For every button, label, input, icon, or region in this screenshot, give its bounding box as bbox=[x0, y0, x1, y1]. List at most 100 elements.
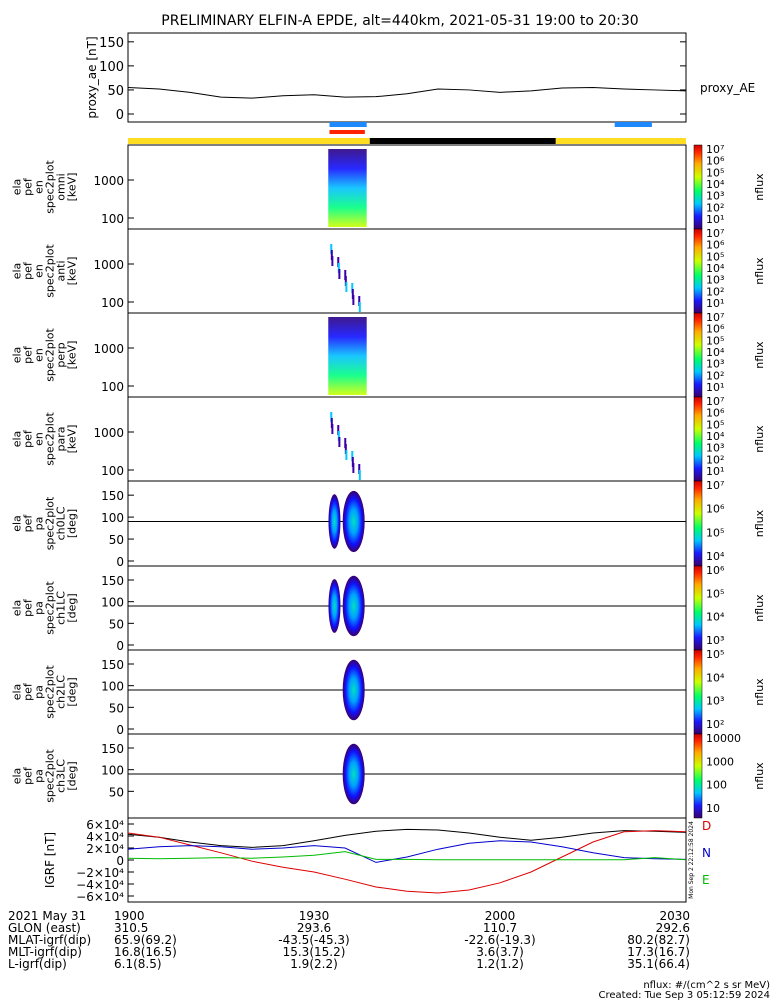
colorbar-label: nflux bbox=[753, 594, 766, 622]
panel-frame bbox=[127, 144, 687, 230]
ytick-label: 1000 bbox=[93, 342, 124, 356]
ytick-label: 100 bbox=[101, 380, 124, 394]
colorbar-tick-label: 10³ bbox=[706, 358, 724, 371]
igrf-legend-item: D bbox=[702, 819, 711, 833]
spectrogram-pixel bbox=[337, 263, 340, 273]
colorbar bbox=[693, 312, 703, 398]
footer-cell: 2000 bbox=[485, 909, 516, 923]
spectrogram-pixel bbox=[344, 444, 347, 454]
orbit-bar-segment bbox=[128, 138, 370, 144]
footer-cell: 1900 bbox=[114, 909, 145, 923]
ylabel-line: [keV] bbox=[66, 257, 79, 286]
colorbar-tick-label: 10¹ bbox=[706, 465, 724, 478]
colorbar-tick-label: 10² bbox=[706, 285, 724, 298]
ytick-label: 100 bbox=[101, 212, 124, 226]
pitch-angle-panel: 150 100 50 elapefpaspec2plotch3LC[deg] 10000… bbox=[11, 732, 766, 819]
colorbar-tick-label: 10² bbox=[706, 718, 724, 731]
proxy-ytick-label: 150 bbox=[99, 36, 124, 51]
colorbar-tick-label: 10⁶ bbox=[706, 407, 725, 420]
panel-ylabel: elapefpaspec2plotch3LC[deg] bbox=[11, 749, 79, 803]
colorbar-tick-label: 100 bbox=[706, 779, 727, 792]
colorbar-label: nflux bbox=[753, 341, 766, 369]
igrf-ytick-label: 0 bbox=[116, 854, 124, 868]
colorbar-tick-label: 10⁴ bbox=[706, 671, 725, 684]
spectrogram-pixel bbox=[330, 250, 333, 260]
ylabel-line: pef bbox=[22, 514, 35, 533]
orbit-bar-segment bbox=[369, 138, 556, 144]
footer-cell: 16.8(16.5) bbox=[114, 945, 177, 959]
colorbar-tick-label: 10⁷ bbox=[706, 395, 724, 408]
footer-cell: -43.5(-45.3) bbox=[278, 933, 349, 947]
ytick-label: 0 bbox=[116, 639, 124, 653]
colorbar bbox=[693, 144, 703, 230]
ylabel-line: ela bbox=[11, 263, 24, 280]
colorbar bbox=[693, 649, 703, 735]
colorbar bbox=[693, 396, 703, 482]
ylabel-line: pa bbox=[33, 517, 46, 531]
ylabel-line: perp bbox=[55, 342, 68, 367]
colorbar-tick-label: 10² bbox=[706, 201, 724, 214]
ylabel-line: spec2plot bbox=[44, 160, 57, 214]
spectrogram-pixel bbox=[337, 257, 340, 267]
footer-cell: 292.6 bbox=[656, 921, 690, 935]
colorbar-tick-label: 10¹ bbox=[706, 381, 724, 394]
ylabel-line: [deg] bbox=[66, 677, 79, 706]
proxy-ytick-label: 100 bbox=[99, 60, 124, 75]
pitch-angle-data bbox=[342, 743, 365, 805]
ylabel-line: spec2plot bbox=[44, 496, 57, 550]
panel-frame bbox=[127, 649, 687, 735]
ytick-label: 150 bbox=[101, 574, 124, 588]
panel-frame bbox=[127, 733, 687, 819]
ytick-label: 100 bbox=[101, 764, 124, 778]
spectrogram-pixel bbox=[352, 295, 355, 305]
ylabel-line: pa bbox=[33, 685, 46, 699]
ylabel-line: ela bbox=[11, 179, 24, 196]
colorbar-tick-label: 10¹ bbox=[706, 297, 724, 310]
ylabel-line: omni bbox=[55, 173, 68, 200]
proxy-ytick-label: 0 bbox=[116, 108, 124, 123]
footer-cell: 310.5 bbox=[114, 921, 148, 935]
igrf-ytick-label: −6×10⁴ bbox=[76, 890, 124, 904]
colorbar-tick-label: 10⁶ bbox=[706, 155, 725, 168]
ytick-label: 100 bbox=[101, 464, 124, 478]
colorbar-tick-label: 10³ bbox=[706, 634, 724, 647]
colorbar-label: nflux bbox=[753, 678, 766, 706]
spectrogram-pixel bbox=[351, 457, 354, 467]
footer-cell: 3.6(3.7) bbox=[476, 945, 524, 959]
colorbar-label: nflux bbox=[753, 425, 766, 453]
footer-row-label: MLT-igrf(dip) bbox=[8, 945, 82, 959]
ytick-label: 100 bbox=[101, 680, 124, 694]
spectrogram-pixel bbox=[337, 425, 340, 435]
ylabel-line: spec2plot bbox=[44, 581, 57, 635]
spectrogram-pixel bbox=[345, 282, 348, 292]
panel-frame bbox=[127, 480, 687, 567]
colorbar-tick-label: 10⁵ bbox=[706, 648, 724, 661]
ylabel-line: pa bbox=[33, 601, 46, 615]
colorbar-tick-label: 10³ bbox=[706, 190, 724, 203]
ylabel-line: ch3LC bbox=[55, 759, 68, 793]
ylabel-line: para bbox=[55, 427, 68, 452]
colorbar bbox=[693, 565, 703, 651]
colorbar-label: nflux bbox=[753, 257, 766, 285]
ylabel-line: [deg] bbox=[66, 593, 79, 622]
proxy-ylabel: proxy_ae [nT] bbox=[85, 36, 99, 118]
colorbar-tick-label: 10³ bbox=[706, 274, 724, 287]
igrf-side-note: Mon Sep 2 22:12:58 2024 bbox=[688, 821, 695, 899]
spectrogram-pixel bbox=[330, 244, 333, 254]
igrf-n-series bbox=[127, 840, 687, 863]
proxy-legend: proxy_AE bbox=[700, 81, 755, 95]
colorbar-label: nflux bbox=[753, 762, 766, 790]
colorbar-tick-label: 10⁷ bbox=[706, 227, 724, 240]
ylabel-line: [deg] bbox=[66, 509, 79, 538]
igrf-ytick-label: 6×10⁴ bbox=[86, 818, 124, 832]
spectrogram-pixel bbox=[358, 464, 361, 474]
spectrogram-pixel bbox=[358, 296, 361, 306]
pitch-angle-data bbox=[342, 575, 365, 637]
spectrogram-pixel bbox=[338, 437, 341, 447]
proxy-panel-frame bbox=[127, 32, 687, 123]
ytick-label: 50 bbox=[109, 785, 124, 799]
pitch-angle-panel: 150 100 50 0 elapefpaspec2plotch1LC[deg] 10⁶ 1… bbox=[11, 564, 767, 653]
proxy-ytick-label: 50 bbox=[107, 84, 124, 99]
